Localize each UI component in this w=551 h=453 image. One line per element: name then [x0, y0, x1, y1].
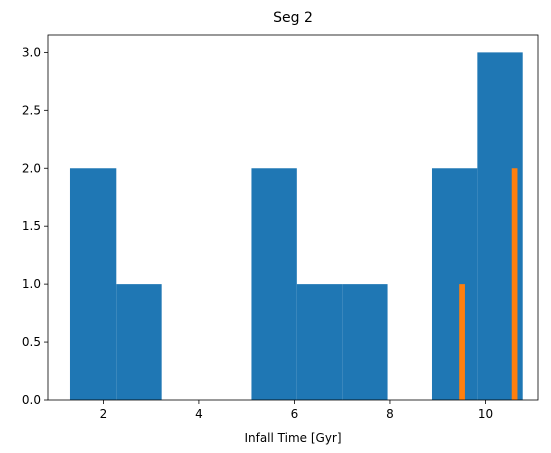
y-tick-label: 1.5 [22, 219, 41, 233]
y-tick-label: 0.5 [22, 335, 41, 349]
chart-title: Seg 2 [273, 10, 313, 26]
histogram-bar-s2-1 [459, 284, 465, 400]
histogram-bar-s1-6 [296, 284, 343, 400]
x-tick-label: 10 [478, 407, 493, 421]
x-tick-label: 4 [195, 407, 203, 421]
axes-layer: 2 4 6 8 10 0.0 0.5 1.0 1.5 2.0 2.5 3.0 [22, 34, 539, 421]
histogram-bar-s1-5 [251, 168, 297, 400]
y-tick-label: 2.5 [22, 103, 41, 117]
histogram-bar-s1-7 [342, 284, 388, 400]
x-axis-label: Infall Time [Gyr] [244, 431, 341, 445]
histogram-bar-s1-2 [116, 284, 162, 400]
histogram-bar-s2-2 [511, 168, 518, 400]
y-tick-label: 2.0 [22, 161, 41, 175]
x-tick-label: 6 [291, 407, 299, 421]
histogram-bar-s1-9 [431, 168, 478, 400]
plot-frame [47, 34, 539, 401]
y-tick-label: 3.0 [22, 45, 41, 59]
bars-layer [69, 52, 523, 400]
x-tick-label: 2 [100, 407, 108, 421]
histogram-bar-s1-1 [69, 168, 117, 400]
y-tick-label: 1.0 [22, 277, 41, 291]
y-tick-label: 0.0 [22, 393, 41, 407]
x-tick-label: 8 [386, 407, 394, 421]
